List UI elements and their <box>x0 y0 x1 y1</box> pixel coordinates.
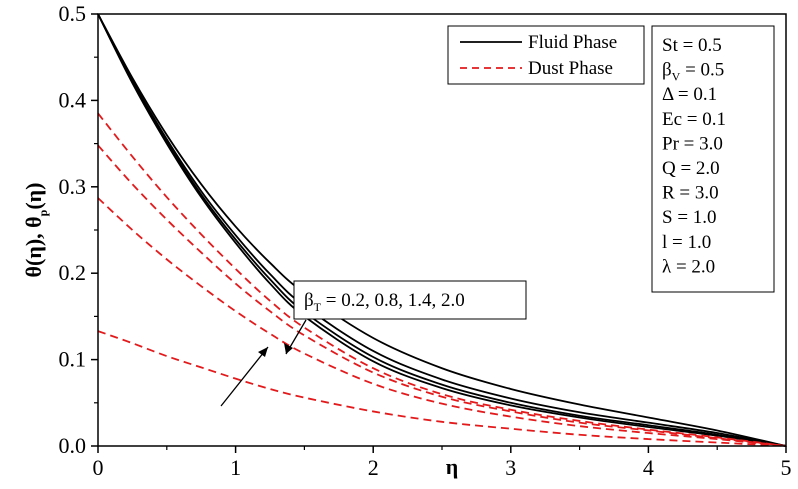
x-tick-label: 3 <box>505 455 516 480</box>
annotation-beta: β <box>304 290 314 311</box>
x-axis-ticks: 0 1 2 3 4 5 <box>93 446 792 480</box>
parameter-label: Pr = 3.0 <box>662 133 723 154</box>
beta-t-annotation: βT = 0.2, 0.8, 1.4, 2.0 <box>220 280 527 407</box>
parameter-label: Δ = 0.1 <box>662 84 717 105</box>
y-tick-label: 0.5 <box>59 1 87 26</box>
fluid-phase-curve <box>97 13 787 447</box>
parameter-label: βV = 0.5 <box>662 60 724 84</box>
parameter-label: R = 3.0 <box>662 183 719 204</box>
parameter-label: St = 0.5 <box>662 35 722 56</box>
y-tick-label: 0.3 <box>59 174 87 199</box>
parameter-label: Q = 2.0 <box>662 158 720 179</box>
parameter-label: S = 1.0 <box>662 207 717 228</box>
y-axis-title-tail: (η) <box>21 183 46 210</box>
parameter-box-frame <box>651 25 775 293</box>
annotation-box <box>293 280 527 320</box>
parameter-label: λ = 2.0 <box>662 256 715 277</box>
fluid-phase-curve <box>97 13 787 447</box>
legend-label-dust-phase: Dust Phase <box>528 58 613 79</box>
y-axis-ticks: 0.0 0.1 0.2 0.3 0.4 0.5 <box>59 1 98 458</box>
y-axis-title-subscript: p <box>36 209 50 216</box>
dust-phase-curve <box>97 112 787 447</box>
annotation-subscript: T <box>314 300 322 314</box>
data-series-group <box>97 13 787 447</box>
parameter-label: l = 1.0 <box>662 232 711 253</box>
parameter-list: St = 0.5 βV = 0.5Δ = 0.1 Ec = 0.1 Pr = 3.0 Q… <box>662 35 726 277</box>
x-tick-label: 4 <box>643 455 654 480</box>
y-tick-label: 0.0 <box>59 433 87 458</box>
parameter-label: Ec = 0.1 <box>662 109 726 130</box>
y-tick-label: 0.2 <box>59 260 87 285</box>
fluid-phase-curve <box>97 13 787 447</box>
annotation-arrowhead-dust <box>258 347 268 357</box>
y-axis-title: θ(η), θp(η) <box>21 183 50 278</box>
x-axis-title: η <box>446 454 459 479</box>
x-tick-label: 5 <box>781 455 792 480</box>
y-tick-label: 0.1 <box>59 347 87 372</box>
legend-label-fluid-phase: Fluid Phase <box>528 32 617 53</box>
parameter-box: St = 0.5 βV = 0.5Δ = 0.1 Ec = 0.1 Pr = 3.0 Q… <box>651 25 775 293</box>
x-tick-label: 2 <box>368 455 379 480</box>
dust-phase-curve <box>97 197 787 447</box>
dust-phase-curve <box>97 144 787 447</box>
dust-phase-curve <box>97 330 787 447</box>
legend-box <box>447 25 645 85</box>
fluid-phase-curve <box>97 13 787 447</box>
y-axis-title-main: θ(η), θ <box>21 216 46 277</box>
annotation-label: βT = 0.2, 0.8, 1.4, 2.0 <box>304 290 465 314</box>
annotation-values: = 0.2, 0.8, 1.4, 2.0 <box>321 290 465 311</box>
y-tick-label: 0.4 <box>59 87 87 112</box>
x-tick-label: 0 <box>93 455 104 480</box>
annotation-arrow-dust <box>220 346 269 407</box>
legend: Fluid Phase Dust Phase <box>447 25 645 85</box>
annotation-arrowhead-fluid <box>284 343 293 354</box>
x-tick-label: 1 <box>230 455 241 480</box>
